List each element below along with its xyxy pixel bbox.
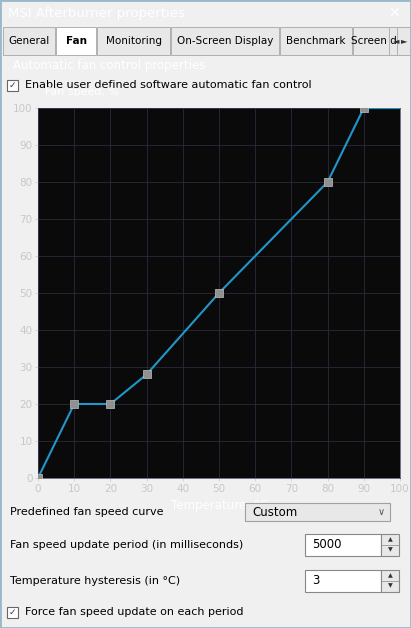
Text: ▼: ▼ [388, 583, 393, 588]
Bar [381, 570, 399, 592]
Text: 3: 3 [312, 575, 319, 588]
Bar [171, 27, 279, 55]
Bar [7, 607, 18, 618]
Text: Custom: Custom [252, 506, 297, 519]
Text: Fan speed, %: Fan speed, % [45, 87, 119, 97]
Text: ✕: ✕ [388, 6, 400, 20]
Text: ◄: ◄ [393, 36, 399, 45]
Text: ▲: ▲ [388, 538, 393, 543]
Point [216, 288, 222, 298]
Text: Temperature hysteresis (in °C): Temperature hysteresis (in °C) [10, 576, 180, 586]
Text: ►: ► [401, 36, 407, 45]
Bar [389, 27, 403, 55]
Text: Predefined fan speed curve: Predefined fan speed curve [10, 507, 164, 517]
Text: On-Screen Display: On-Screen Display [177, 36, 273, 46]
Bar [7, 80, 18, 91]
Bar [397, 27, 411, 55]
Text: Screen d: Screen d [351, 36, 397, 46]
Text: MSI Afterburner properties: MSI Afterburner properties [8, 6, 185, 19]
Text: Automatic fan control properties: Automatic fan control properties [13, 58, 206, 72]
Bar [97, 27, 170, 55]
Text: Monitoring: Monitoring [106, 36, 162, 46]
Bar [353, 27, 395, 55]
Text: Benchmark: Benchmark [286, 36, 346, 46]
Point [360, 103, 367, 113]
Text: ✓: ✓ [9, 81, 16, 90]
Point [324, 177, 331, 187]
Text: Fan speed update period (in milliseconds): Fan speed update period (in milliseconds… [10, 540, 243, 550]
Bar [381, 534, 399, 556]
Point [107, 399, 114, 409]
Text: ∨: ∨ [377, 507, 385, 517]
Text: ▲: ▲ [388, 573, 393, 578]
Point [143, 369, 150, 379]
Text: 5000: 5000 [312, 538, 342, 551]
X-axis label: Temperature, °C: Temperature, °C [171, 499, 268, 512]
Bar [56, 27, 96, 55]
Bar [3, 27, 55, 55]
Text: Enable user defined software automatic fan control: Enable user defined software automatic f… [25, 80, 312, 90]
Text: ✓: ✓ [9, 608, 16, 617]
Bar [305, 570, 381, 592]
Text: Fan: Fan [65, 36, 86, 46]
Text: Force fan speed update on each period: Force fan speed update on each period [25, 607, 243, 617]
Text: ▼: ▼ [388, 548, 393, 553]
Bar [245, 503, 390, 521]
Bar [280, 27, 352, 55]
Point [71, 399, 78, 409]
Point [35, 473, 41, 483]
Bar [305, 534, 381, 556]
Text: General: General [8, 36, 50, 46]
